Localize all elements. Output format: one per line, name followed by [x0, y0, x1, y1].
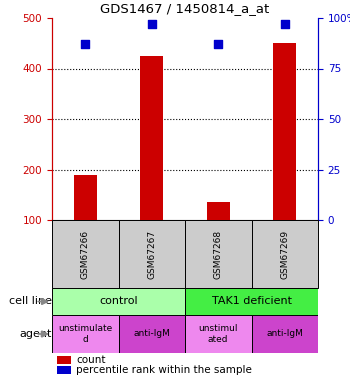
Text: GSM67267: GSM67267: [147, 230, 156, 279]
Point: [83, 41, 88, 47]
Text: count: count: [76, 355, 105, 365]
Point: [216, 41, 221, 47]
Bar: [273, 43, 296, 220]
Bar: [185, 315, 252, 353]
Bar: [52, 220, 119, 288]
Bar: [74, 174, 97, 220]
Bar: [52, 315, 119, 353]
Bar: [206, 202, 230, 220]
Bar: [119, 315, 185, 353]
Bar: [140, 56, 163, 220]
Text: unstimul
ated: unstimul ated: [198, 324, 238, 344]
Text: anti-IgM: anti-IgM: [133, 330, 170, 339]
Text: cell line: cell line: [9, 297, 52, 306]
Bar: [52, 288, 185, 315]
Text: unstimulate
d: unstimulate d: [58, 324, 112, 344]
Bar: [185, 220, 252, 288]
Bar: [119, 220, 185, 288]
Text: anti-IgM: anti-IgM: [266, 330, 303, 339]
Title: GDS1467 / 1450814_a_at: GDS1467 / 1450814_a_at: [100, 3, 270, 15]
Text: TAK1 deficient: TAK1 deficient: [211, 297, 292, 306]
Bar: [252, 220, 318, 288]
Text: control: control: [99, 297, 138, 306]
Text: percentile rank within the sample: percentile rank within the sample: [76, 365, 252, 375]
Bar: [57, 356, 71, 364]
Text: GSM67269: GSM67269: [280, 230, 289, 279]
Bar: [252, 315, 318, 353]
Text: agent: agent: [20, 329, 52, 339]
Text: GSM67268: GSM67268: [214, 230, 223, 279]
Text: GSM67266: GSM67266: [81, 230, 90, 279]
Point: [149, 21, 155, 27]
Bar: [57, 366, 71, 374]
Point: [282, 21, 288, 27]
Bar: [185, 288, 318, 315]
